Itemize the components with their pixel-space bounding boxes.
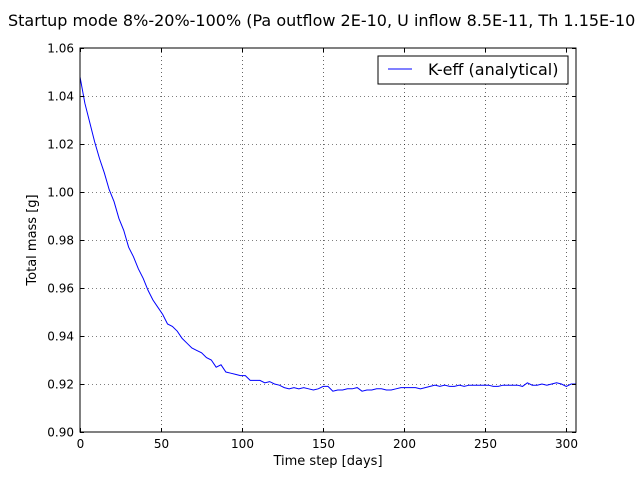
grid-lines	[80, 48, 576, 432]
x-tick-labels: 0 50 100 150 200 250 300	[77, 437, 578, 451]
y-tick-label: 1.00	[47, 186, 74, 200]
x-tick-label: 100	[231, 437, 254, 451]
x-tick-label: 200	[393, 437, 416, 451]
y-tick-label: 0.92	[47, 378, 74, 392]
y-tick-label: 0.98	[47, 234, 74, 248]
y-tick-label: 1.06	[47, 42, 74, 56]
x-tick-label: 250	[474, 437, 497, 451]
tick-marks	[80, 48, 576, 433]
legend-label: K-eff (analytical)	[428, 60, 558, 79]
series-line	[80, 76, 576, 392]
y-tick-label: 0.90	[47, 426, 74, 440]
y-tick-label: 1.04	[47, 90, 74, 104]
x-tick-label: 150	[312, 437, 335, 451]
y-tick-label: 1.02	[47, 138, 74, 152]
series-layer	[80, 76, 576, 392]
x-tick-label: 300	[555, 437, 578, 451]
legend: K-eff (analytical)	[377, 55, 569, 85]
y-axis-label: Total mass [g]	[25, 194, 40, 286]
y-tick-label: 0.94	[47, 330, 74, 344]
y-tick-labels: 0.90 0.92 0.94 0.96 0.98 1.00 1.02 1.04 1.06	[47, 42, 74, 440]
plot-background	[80, 48, 576, 432]
legend-box	[377, 55, 569, 85]
x-tick-label: 50	[154, 437, 169, 451]
x-axis-label: Time step [days]	[272, 454, 382, 469]
y-tick-label: 0.96	[47, 282, 74, 296]
plot-area	[79, 47, 577, 433]
x-tick-label: 0	[77, 437, 85, 451]
chart-title: Startup mode 8%-20%-100% (Pa outflow 2E-…	[8, 11, 635, 30]
